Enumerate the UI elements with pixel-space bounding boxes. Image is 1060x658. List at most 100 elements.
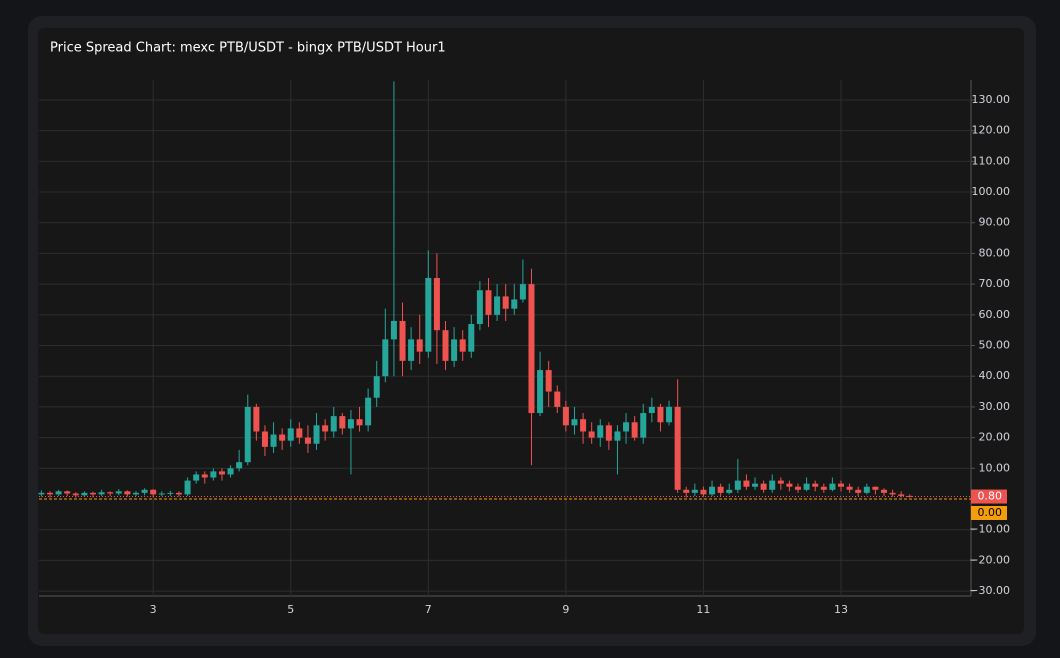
y-tick-label: 50.00 <box>979 339 1011 352</box>
candle-body <box>562 406 569 426</box>
candle-body <box>829 483 836 490</box>
candle-body <box>623 422 630 432</box>
candle-body <box>485 290 492 315</box>
candle-body <box>786 483 793 487</box>
candle-body <box>339 416 346 429</box>
candle-body <box>459 339 466 352</box>
candle-body <box>322 425 329 432</box>
candle-body <box>734 480 741 490</box>
y-tick-label: 120.00 <box>972 124 1011 137</box>
price-label: 0.80 <box>978 490 1003 503</box>
candle-body <box>846 486 853 490</box>
candle-body <box>296 428 303 438</box>
candle-body <box>889 492 896 495</box>
candle-body <box>657 406 664 423</box>
candle-body <box>476 290 483 325</box>
x-tick-label: 7 <box>425 603 432 616</box>
candle-body <box>820 486 827 490</box>
candle-body <box>442 330 449 361</box>
candle-body <box>519 284 526 300</box>
candle-body <box>545 370 552 392</box>
candle-body <box>399 320 406 361</box>
candle-body <box>528 284 535 414</box>
candle-body <box>571 419 578 426</box>
candle-body <box>640 413 647 438</box>
candle-body <box>210 471 217 478</box>
candle-body <box>132 492 139 495</box>
y-tick-label: −30.00 <box>969 584 1010 597</box>
candle-body <box>313 425 320 444</box>
candle-body <box>107 492 114 494</box>
candle-body <box>175 492 182 495</box>
candle-body <box>150 489 157 495</box>
candle-body <box>855 489 862 493</box>
candle-body <box>365 397 372 426</box>
price-label-box <box>971 489 1007 504</box>
x-tick-label: 5 <box>287 603 294 616</box>
candle-body <box>193 474 200 481</box>
candle-body <box>270 434 277 447</box>
candle-body <box>390 320 397 340</box>
candle-body <box>468 324 475 352</box>
candle-body <box>382 339 389 377</box>
candle-body <box>167 492 174 494</box>
candle-body <box>700 489 707 495</box>
candle-body <box>373 376 380 398</box>
candle-body <box>597 425 604 438</box>
candle-body <box>253 406 260 432</box>
candle-body <box>760 483 767 490</box>
candle-body <box>777 480 784 484</box>
y-tick-label: 110.00 <box>972 154 1011 167</box>
y-tick-label: 100.00 <box>972 185 1011 198</box>
candle-body <box>158 493 165 495</box>
y-tick-label: 20.00 <box>979 431 1011 444</box>
candle-body <box>141 489 148 493</box>
candle-body <box>726 489 733 493</box>
candle-body <box>201 474 208 478</box>
x-tick-label: 13 <box>834 603 848 616</box>
candle-body <box>588 431 595 438</box>
x-tick-label: 3 <box>150 603 157 616</box>
candle-body <box>795 486 802 490</box>
candle-body <box>502 296 509 309</box>
candle-body <box>89 492 96 495</box>
candle-body <box>511 299 518 309</box>
y-tick-label: 40.00 <box>979 369 1011 382</box>
candle-body <box>347 419 354 429</box>
candle-body <box>38 492 45 495</box>
candle-body <box>55 491 62 495</box>
price-label-box <box>971 506 1007 521</box>
candle-body <box>863 486 870 493</box>
candle-body <box>330 416 337 432</box>
y-tick-label: 130.00 <box>972 93 1011 106</box>
candle-body <box>408 339 415 361</box>
candle-body <box>743 480 750 487</box>
candle-body <box>425 277 432 352</box>
y-tick-label: −20.00 <box>969 553 1010 566</box>
candle-body <box>184 480 191 495</box>
candle-body <box>304 437 311 444</box>
candle-body <box>64 491 71 494</box>
candle-body <box>648 406 655 414</box>
candle-body <box>683 489 690 493</box>
chart-title: Price Spread Chart: mexc PTB/USDT - bing… <box>50 41 446 56</box>
candle-body <box>236 462 243 469</box>
y-tick-label: 80.00 <box>979 246 1011 259</box>
candle-body <box>279 434 286 441</box>
candle-body <box>769 480 776 490</box>
candle-body <box>261 431 268 447</box>
x-tick-label: 9 <box>562 603 569 616</box>
candle-body <box>72 493 79 496</box>
candle-body <box>356 419 363 426</box>
candle-body <box>872 486 879 490</box>
y-tick-label: 60.00 <box>979 308 1011 321</box>
candle-body <box>124 491 131 495</box>
candle-body <box>898 494 905 496</box>
y-tick-label: 70.00 <box>979 277 1011 290</box>
y-tick-label: 90.00 <box>979 216 1011 229</box>
y-tick-label: −10.00 <box>969 523 1010 536</box>
price-label: 0.00 <box>978 506 1003 519</box>
candle-body <box>554 391 561 407</box>
candle-body <box>494 296 501 315</box>
